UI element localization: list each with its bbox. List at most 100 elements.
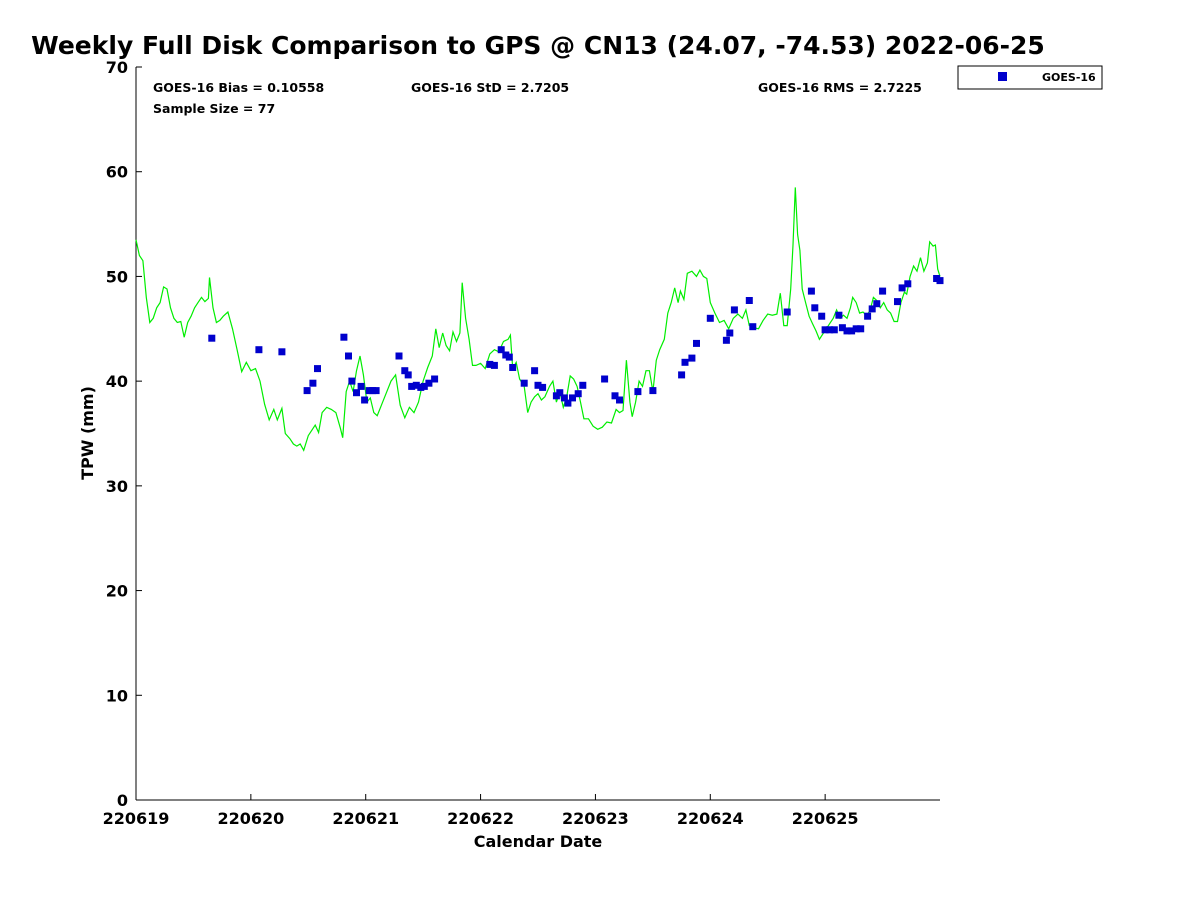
y-tick-label: 40 — [106, 372, 128, 391]
goes16-data-point — [730, 306, 738, 314]
goes16-data-point — [821, 326, 829, 334]
goes16-data-point — [745, 297, 753, 304]
x-tick-label: 220620 — [217, 809, 284, 828]
goes16-data-point — [904, 280, 912, 288]
goes16-data-point — [873, 300, 881, 308]
goes16-data-point — [208, 334, 216, 342]
goes16-data-point — [255, 346, 263, 354]
goes16-data-point — [490, 361, 498, 369]
goes16-data-point — [749, 323, 757, 331]
gps-tpw-line — [135, 187, 941, 452]
goes16-data-point — [564, 399, 572, 407]
x-tick-label: 220622 — [447, 809, 514, 828]
goes16-data-point — [835, 311, 843, 319]
y-tick-label: 30 — [106, 477, 128, 496]
goes16-data-point — [826, 326, 834, 334]
goes16-data-point — [531, 367, 539, 375]
goes16-data-point — [520, 379, 528, 387]
goes16-data-point — [401, 367, 409, 375]
goes16-data-point — [616, 396, 623, 404]
goes16-data-point — [936, 277, 944, 285]
y-tick-label: 0 — [117, 791, 128, 810]
goes16-data-point — [309, 379, 317, 387]
gps-line-series — [135, 187, 941, 452]
goes16-data-point — [539, 383, 547, 391]
goes16-data-point — [601, 375, 609, 383]
y-ticks: 0 10 20 30 40 50 60 70 — [106, 58, 142, 810]
y-tick-label: 60 — [106, 163, 128, 182]
goes16-data-point — [688, 354, 696, 362]
goes16-data-point — [678, 371, 686, 379]
goes16-data-point — [412, 381, 420, 389]
goes16-data-point — [579, 381, 587, 389]
goes16-data-point — [357, 382, 365, 390]
legend-label-goes16: GOES-16 — [1042, 71, 1096, 84]
goes16-data-point — [722, 336, 730, 344]
goes16-data-point — [574, 390, 582, 398]
goes16-data-point — [811, 304, 819, 312]
x-tick-label: 220619 — [103, 809, 170, 828]
goes16-data-point — [278, 348, 286, 356]
goes16-data-point — [807, 287, 815, 295]
plot-area: 0 10 20 30 40 50 60 70 220619 220620 220621 220622… — [103, 58, 944, 828]
goes16-data-point — [569, 394, 576, 402]
goes16-data-point — [726, 329, 734, 337]
goes16-data-point — [340, 333, 348, 341]
y-tick-label: 20 — [106, 582, 128, 601]
goes16-data-point — [649, 387, 657, 395]
goes16-data-point — [556, 389, 564, 397]
legend-box — [957, 65, 1103, 90]
x-tick-label: 220621 — [332, 809, 399, 828]
goes16-data-point — [431, 375, 439, 383]
legend: GOES-16 — [957, 65, 1103, 90]
goes16-data-point — [372, 387, 380, 395]
goes16-data-point — [361, 396, 369, 404]
goes16-data-point — [611, 392, 619, 400]
goes16-data-point — [345, 352, 352, 360]
goes16-data-point — [420, 382, 428, 390]
x-ticks: 220619 220620 220621 220622 220623 220624 2206… — [103, 794, 859, 828]
std-stat: GOES-16 StD = 2.7205 — [411, 80, 569, 95]
goes16-data-point — [894, 298, 901, 306]
goes16-data-point — [852, 325, 860, 333]
goes16-data-point — [560, 394, 568, 402]
goes16-data-point — [353, 389, 360, 397]
goes16-data-point — [830, 326, 838, 334]
goes16-data-point — [681, 358, 689, 366]
goes16-data-point — [898, 284, 906, 292]
goes16-data-point — [868, 305, 876, 313]
goes16-data-point — [395, 352, 403, 360]
y-tick-label: 70 — [106, 58, 128, 77]
x-tick-label: 220624 — [677, 809, 744, 828]
goes16-data-point — [818, 312, 826, 320]
goes16-data-point — [348, 377, 356, 385]
y-tick-label: 10 — [106, 686, 128, 705]
goes16-data-point — [879, 287, 887, 295]
x-axis-label: Calendar Date — [474, 832, 603, 851]
goes16-data-point — [864, 312, 872, 320]
goes16-data-point — [408, 382, 416, 390]
goes16-data-point — [843, 327, 851, 335]
rms-stat: GOES-16 RMS = 2.7225 — [758, 80, 922, 95]
goes16-data-point — [505, 353, 513, 361]
goes16-data-point — [857, 325, 865, 333]
goes16-data-point — [838, 324, 846, 332]
goes16-data-point — [497, 346, 505, 354]
goes16-data-point — [314, 365, 321, 373]
legend-marker-goes16 — [998, 72, 1007, 81]
bias-stat: GOES-16 Bias = 0.10558 — [153, 80, 324, 95]
goes16-data-point — [425, 379, 433, 387]
goes16-data-point — [534, 381, 542, 389]
goes16-data-point — [783, 308, 791, 316]
goes16-data-point — [404, 371, 412, 379]
goes16-data-point — [303, 387, 311, 395]
y-tick-label: 50 — [106, 267, 128, 286]
x-tick-label: 220623 — [562, 809, 629, 828]
goes16-data-point — [486, 360, 494, 368]
x-tick-label: 220625 — [792, 809, 859, 828]
goes16-scatter-series — [208, 275, 944, 407]
goes16-data-point — [693, 339, 700, 347]
sample-size-stat: Sample Size = 77 — [153, 101, 275, 116]
y-axis-label: TPW (mm) — [78, 386, 97, 480]
